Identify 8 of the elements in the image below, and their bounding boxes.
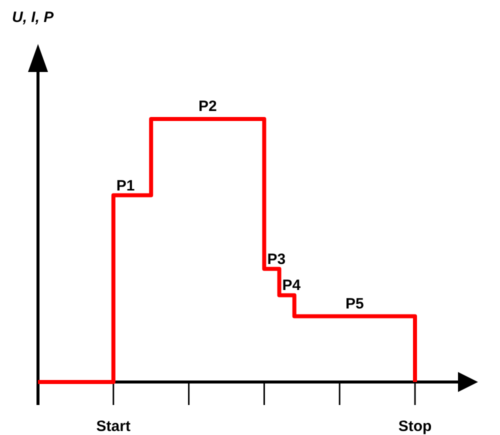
annotation: P3 <box>267 250 286 268</box>
annotation: P2 <box>198 98 217 115</box>
x-tick-label: Start <box>96 418 130 435</box>
annotation: P1 <box>116 177 135 194</box>
text: U, I, P <box>12 9 55 26</box>
annotation: P5 <box>346 295 364 312</box>
x-tick-label: Stop <box>398 418 432 435</box>
annotation: P4 <box>282 277 302 294</box>
